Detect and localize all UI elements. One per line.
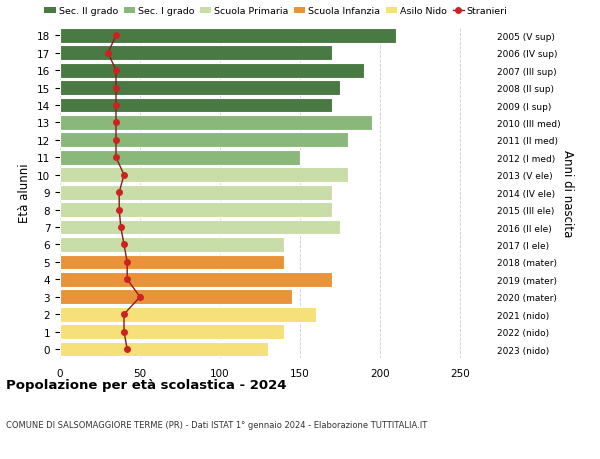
Bar xyxy=(60,29,396,44)
Bar xyxy=(60,342,268,357)
Bar xyxy=(60,81,340,96)
Bar xyxy=(60,290,292,304)
Bar xyxy=(60,185,332,200)
Bar xyxy=(60,116,372,131)
Y-axis label: Anni di nascita: Anni di nascita xyxy=(562,149,574,236)
Legend: Sec. II grado, Sec. I grado, Scuola Primaria, Scuola Infanzia, Asilo Nido, Stran: Sec. II grado, Sec. I grado, Scuola Prim… xyxy=(44,7,508,16)
Y-axis label: Età alunni: Età alunni xyxy=(19,163,31,223)
Bar xyxy=(60,133,348,148)
Bar xyxy=(60,98,332,113)
Bar xyxy=(60,168,348,183)
Bar xyxy=(60,220,340,235)
Bar xyxy=(60,255,284,270)
Bar xyxy=(60,151,300,165)
Bar xyxy=(60,238,284,252)
Bar xyxy=(60,46,332,61)
Bar xyxy=(60,272,332,287)
Bar xyxy=(60,325,284,339)
Bar xyxy=(60,307,316,322)
Bar xyxy=(60,64,364,78)
Bar xyxy=(60,203,332,218)
Text: Popolazione per età scolastica - 2024: Popolazione per età scolastica - 2024 xyxy=(6,379,287,392)
Text: COMUNE DI SALSOMAGGIORE TERME (PR) - Dati ISTAT 1° gennaio 2024 - Elaborazione T: COMUNE DI SALSOMAGGIORE TERME (PR) - Dat… xyxy=(6,420,427,429)
